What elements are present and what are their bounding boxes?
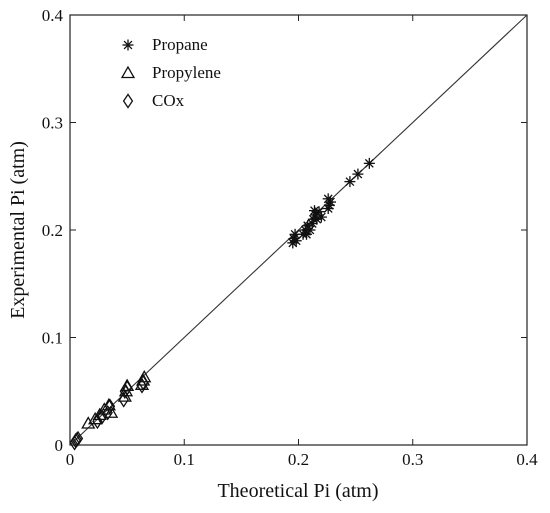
- cox-point: [102, 404, 113, 421]
- x-tick-label: 0.3: [402, 450, 423, 469]
- legend: Propane Propylene COx: [120, 35, 221, 110]
- x-axis-label: Theoretical Pi (atm): [217, 480, 378, 502]
- series-cox: [69, 374, 149, 451]
- x-tick-label: 0.2: [288, 450, 309, 469]
- asterisk-stroke: [323, 194, 333, 204]
- propylene-point: [81, 416, 96, 429]
- propane-point: [308, 205, 320, 217]
- cox-point: [137, 374, 149, 391]
- y-tick-label: 0.3: [42, 114, 63, 133]
- series-propane: [287, 157, 375, 249]
- cox-point: [72, 430, 84, 447]
- y-tick-label: 0: [55, 436, 64, 455]
- legend-label-propylene: Propylene: [152, 63, 221, 82]
- x-tick-label: 0.1: [174, 450, 195, 469]
- cox-point: [92, 413, 103, 430]
- x-tick-label: 0: [66, 450, 75, 469]
- y-axis-label: Experimental Pi (atm): [7, 141, 29, 319]
- cox-point: [118, 392, 129, 408]
- propane-point: [322, 193, 334, 205]
- cox-point: [119, 383, 131, 400]
- legend-marker-cox: [122, 93, 134, 109]
- axis-ticks: 0 0.1 0.2 0.3 0.4 0 0.1 0.2 0.3 0.4: [42, 6, 538, 469]
- propane-point: [363, 157, 375, 169]
- asterisk-stroke: [314, 207, 324, 217]
- y-tick-label: 0.4: [42, 6, 64, 25]
- y-tick-label: 0.2: [42, 221, 63, 240]
- legend-marker-propane: [122, 39, 134, 51]
- propane-point: [311, 213, 323, 225]
- asterisk-stroke: [316, 212, 326, 222]
- propane-point: [344, 176, 356, 188]
- cox-point: [121, 380, 133, 396]
- legend-label-cox: COx: [152, 91, 185, 110]
- data-points: [69, 157, 375, 451]
- propylene-point: [104, 405, 119, 418]
- asterisk-stroke: [310, 206, 319, 216]
- legend-marker-propylene: [120, 65, 136, 79]
- legend-label-propane: Propane: [152, 35, 208, 54]
- propane-point: [315, 211, 327, 223]
- asterisk-stroke: [123, 40, 133, 50]
- propane-point: [352, 168, 364, 180]
- asterisk-stroke: [353, 169, 363, 179]
- asterisk-stroke: [364, 158, 374, 168]
- propane-point: [290, 235, 302, 247]
- cox-point: [104, 398, 116, 415]
- asterisk-stroke: [291, 236, 301, 246]
- x-tick-label: 0.4: [516, 450, 538, 469]
- y-tick-label: 0.1: [42, 329, 63, 348]
- asterisk-stroke: [345, 177, 355, 187]
